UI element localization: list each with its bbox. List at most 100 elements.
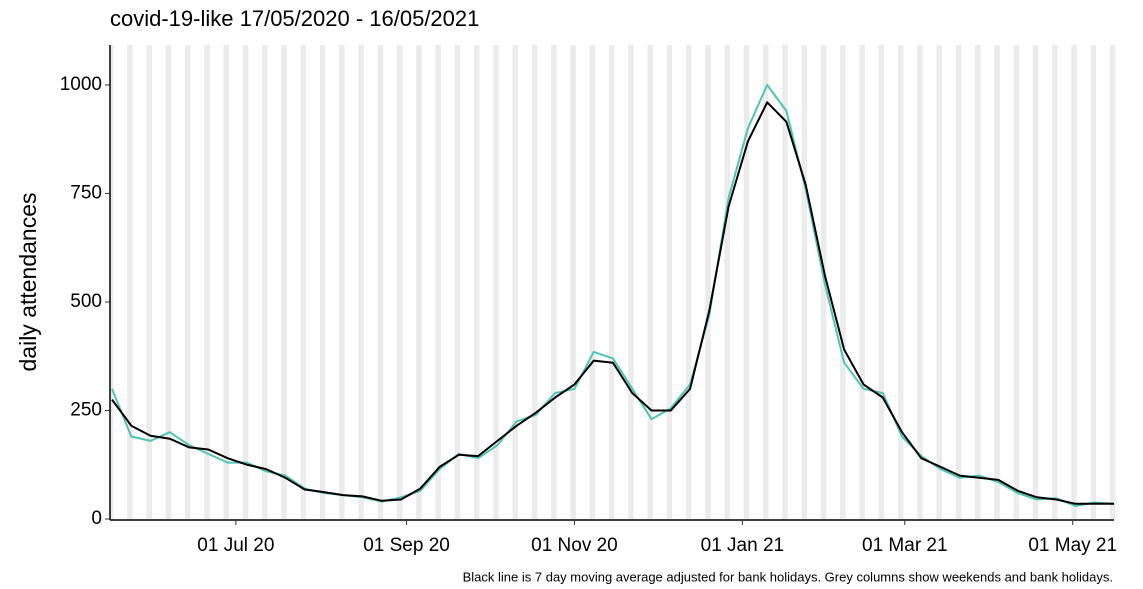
weekend-column (1013, 45, 1017, 519)
weekend-column (647, 45, 651, 519)
x-tick-label: 01 May 21 (1028, 535, 1117, 556)
weekend-column (650, 45, 653, 519)
weekend-column (358, 45, 362, 519)
weekend-column (842, 45, 846, 519)
weekend-column (262, 45, 265, 519)
x-tick-label: 01 Nov 20 (531, 535, 618, 556)
weekend-column (974, 45, 978, 519)
weekend-column (551, 45, 554, 519)
x-tick-label: 01 Mar 21 (862, 535, 948, 556)
weekend-column (862, 45, 865, 519)
weekend-column (1052, 45, 1055, 519)
weekend-column (1093, 45, 1097, 519)
y-tick-label: 1000 (60, 74, 102, 95)
y-axis-label: daily attendances (15, 192, 41, 371)
weekend-column (669, 45, 673, 519)
weekend-column (515, 45, 519, 519)
weekend-column (570, 45, 574, 519)
weekend-column (110, 45, 114, 519)
y-tick-label: 500 (70, 291, 102, 312)
weekend-column (958, 45, 962, 519)
weekend-column (377, 45, 381, 519)
series-line (111, 101, 1114, 505)
weekend-column (1071, 45, 1075, 519)
weekend-column (1109, 45, 1113, 519)
weekend-column (435, 45, 439, 519)
weekend-column (149, 45, 152, 519)
weekend-column (573, 45, 576, 519)
weekend-column (380, 45, 384, 519)
x-tick-label: 01 Jan 21 (701, 535, 784, 556)
weekend-column (919, 45, 923, 519)
weekend-columns (110, 45, 1116, 519)
weekend-column (553, 45, 557, 519)
weekend-column (396, 45, 400, 519)
weekend-column (187, 45, 191, 519)
weekend-column (936, 45, 940, 519)
weekend-column (727, 45, 730, 519)
caption: Black line is 7 day moving average adjus… (463, 569, 1113, 584)
y-tick-label: 750 (70, 182, 102, 203)
weekend-column (281, 45, 285, 519)
weekend-column (705, 45, 708, 519)
weekend-column (608, 45, 612, 519)
x-tick-label: 01 Jul 20 (197, 535, 274, 556)
weekend-column (900, 45, 904, 519)
weekend-column (592, 45, 596, 519)
weekend-column (743, 45, 747, 519)
weekend-column (341, 45, 345, 519)
weekend-column (859, 45, 863, 519)
weekend-column (955, 45, 959, 519)
weekend-column (782, 45, 786, 519)
weekend-column (917, 45, 920, 519)
weekend-column (127, 45, 130, 519)
weekend-column (763, 45, 766, 519)
weekend-column (688, 45, 692, 519)
weekend-column (589, 45, 593, 519)
weekend-column (746, 45, 750, 519)
weekend-column (997, 45, 1000, 519)
weekend-column (534, 45, 538, 519)
weekend-column (881, 45, 885, 519)
weekend-column (496, 45, 499, 519)
weekend-column (1112, 45, 1116, 519)
weekend-column (361, 45, 364, 519)
weekend-column (804, 45, 808, 519)
weekend-column (339, 45, 342, 519)
weekend-column (146, 45, 150, 519)
weekend-column (322, 45, 326, 519)
weekend-column (245, 45, 249, 519)
weekend-column (685, 45, 689, 519)
weekend-column (457, 45, 461, 519)
weekend-column (878, 45, 882, 519)
weekend-column (438, 45, 441, 519)
weekend-column (840, 45, 843, 519)
weekend-column (977, 45, 981, 519)
weekend-column (820, 45, 824, 519)
weekend-column (531, 45, 535, 519)
x-tick-label: 01 Sep 20 (363, 535, 450, 556)
weekend-column (165, 45, 169, 519)
weekend-column (994, 45, 998, 519)
weekend-column (206, 45, 210, 519)
weekend-column (765, 45, 769, 519)
weekend-column (1090, 45, 1094, 519)
weekend-column (476, 45, 480, 519)
weekend-column (1032, 45, 1036, 519)
weekend-column (399, 45, 403, 519)
weekend-column (168, 45, 172, 519)
weekend-column (184, 45, 188, 519)
weekend-column (666, 45, 670, 519)
weekend-column (264, 45, 268, 519)
y-tick-label: 250 (70, 399, 102, 420)
weekend-column (129, 45, 133, 519)
weekend-column (319, 45, 323, 519)
weekend-column (418, 45, 422, 519)
weekend-column (303, 45, 307, 519)
weekend-column (416, 45, 419, 519)
weekend-column (226, 45, 229, 519)
weekend-column (204, 45, 207, 519)
weekend-column (493, 45, 497, 519)
weekend-column (785, 45, 788, 519)
